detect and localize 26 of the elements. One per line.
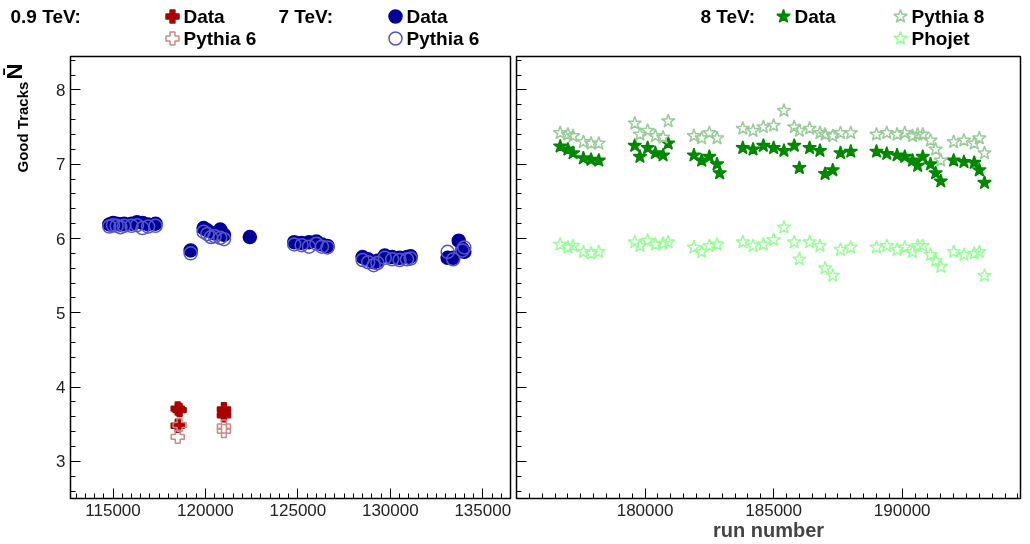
text: 0.9 TeV:	[10, 6, 81, 27]
text: 8 TeV:	[700, 6, 756, 27]
y-tick-label: 3	[56, 452, 66, 472]
legend-label: Data	[794, 6, 837, 27]
x-axis-title: run number	[712, 518, 825, 541]
y-tick-label: 5	[56, 303, 66, 323]
x-tick-label: 125000	[269, 500, 327, 520]
legend-label: Phojet	[911, 28, 971, 49]
y-tick-label: 7	[56, 155, 66, 175]
text: 7 TeV:	[278, 6, 334, 27]
legend-label: Pythia 6	[183, 28, 257, 49]
legend-label: Data	[183, 6, 226, 27]
x-tick-label: 130000	[361, 500, 419, 520]
y-axis-title: N̄Good Tracks	[2, 63, 31, 173]
x-tick-label: 180000	[616, 500, 674, 520]
x-tick-label: 115000	[85, 500, 141, 520]
y-tick-label: 6	[56, 229, 66, 249]
y-tick-label: 8	[56, 80, 66, 100]
x-tick-label: 190000	[873, 500, 931, 520]
legend-label: Pythia 6	[406, 28, 480, 49]
x-tick-label: 120000	[177, 500, 234, 520]
y-tick-label: 4	[56, 378, 66, 398]
x-tick-label: 135000	[454, 500, 512, 520]
legend-label: Data	[406, 6, 449, 27]
x-tick-label: 185000	[745, 500, 803, 520]
legend-label: Pythia 8	[911, 6, 985, 27]
